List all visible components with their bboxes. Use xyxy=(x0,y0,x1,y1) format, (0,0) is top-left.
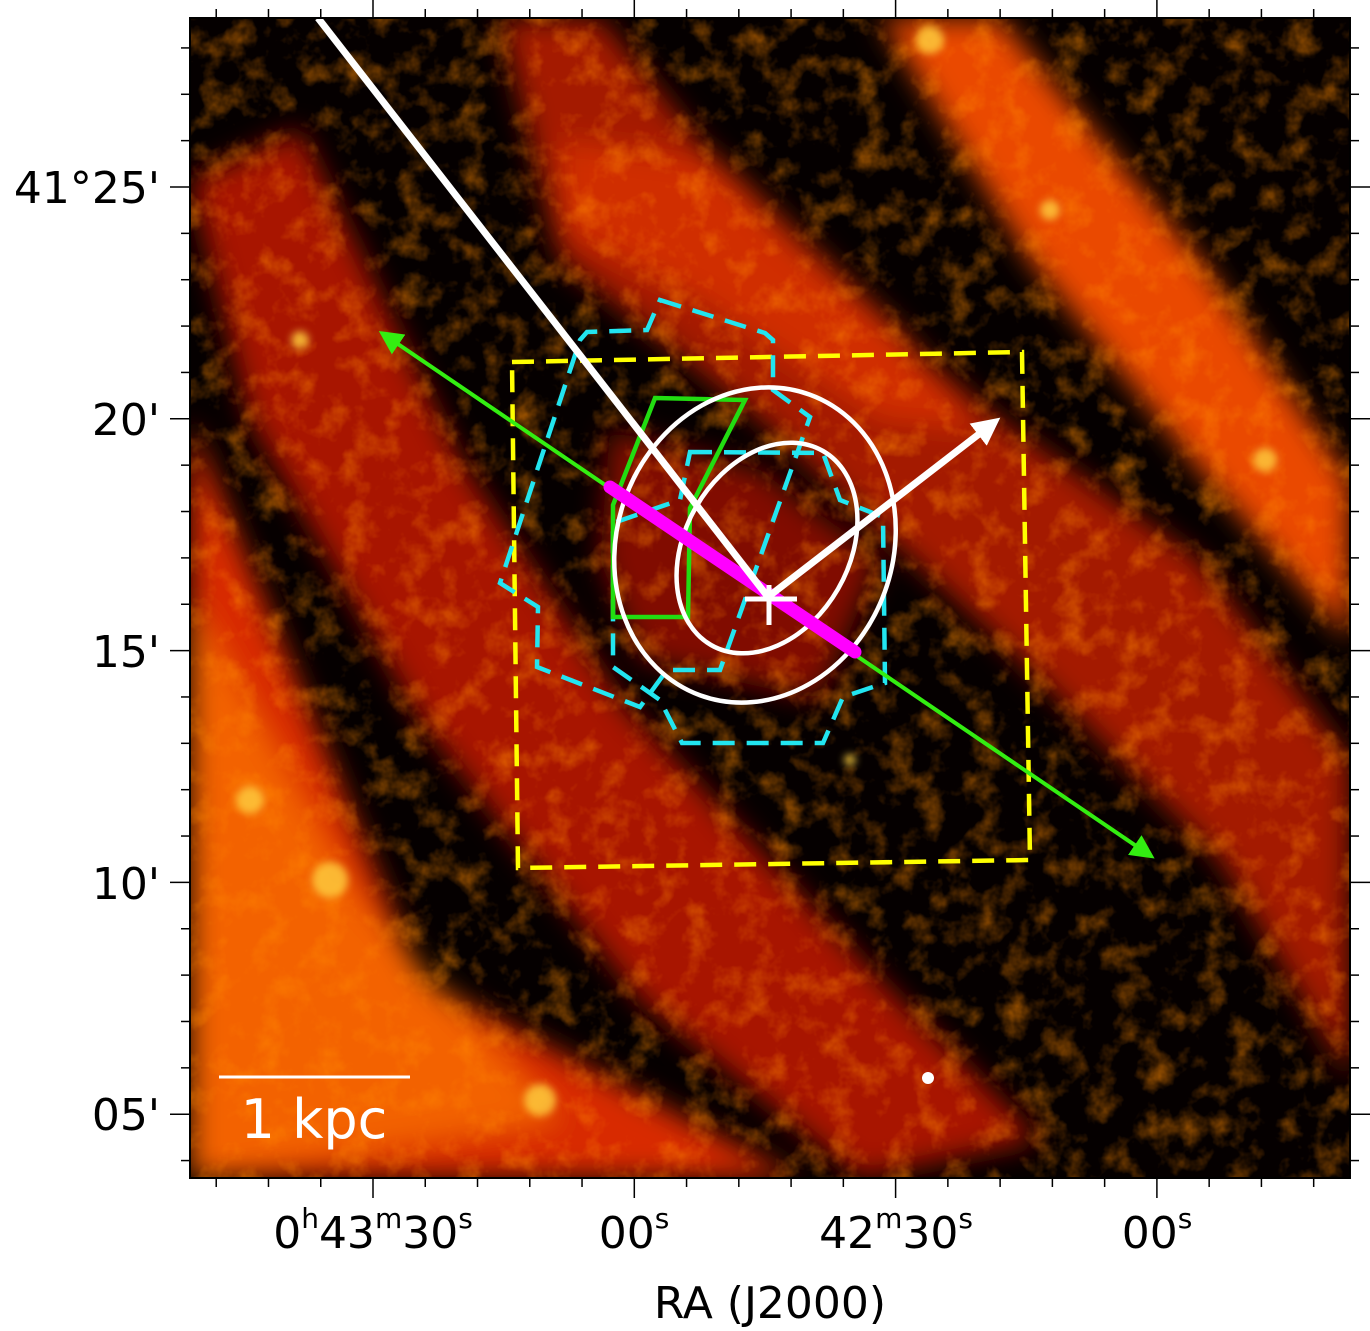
y-tick-label: 20' xyxy=(92,395,160,446)
x-tick-label: 42m30s xyxy=(819,1202,973,1259)
y-axis: 41°25' 20' 15' 10' 05' xyxy=(14,163,160,1141)
x-tick-label: 00s xyxy=(599,1202,670,1259)
x-axis: 0h43m30s 00s 42m30s 00s RA (J2000) xyxy=(273,1202,1192,1329)
axis-ticks xyxy=(170,0,1370,1198)
white-arrow xyxy=(765,417,1001,600)
y-tick-label: 41°25' xyxy=(14,163,160,214)
bright-star xyxy=(922,1072,934,1084)
plot-frame xyxy=(189,17,1351,1179)
center-cross-icon xyxy=(745,585,797,625)
x-tick-label: 00s xyxy=(1122,1202,1193,1259)
x-axis-label: RA (J2000) xyxy=(654,1278,886,1329)
y-tick-label: 15' xyxy=(92,627,160,678)
overlays: 1 kpc xyxy=(219,18,1155,1151)
y-tick-label: 10' xyxy=(92,859,160,910)
white-line xyxy=(315,18,771,600)
y-tick-label: 05' xyxy=(92,1090,160,1141)
scale-bar-label: 1 kpc xyxy=(241,1088,388,1151)
x-tick-label: 0h43m30s xyxy=(273,1202,473,1259)
magenta-major-axis xyxy=(603,480,862,659)
